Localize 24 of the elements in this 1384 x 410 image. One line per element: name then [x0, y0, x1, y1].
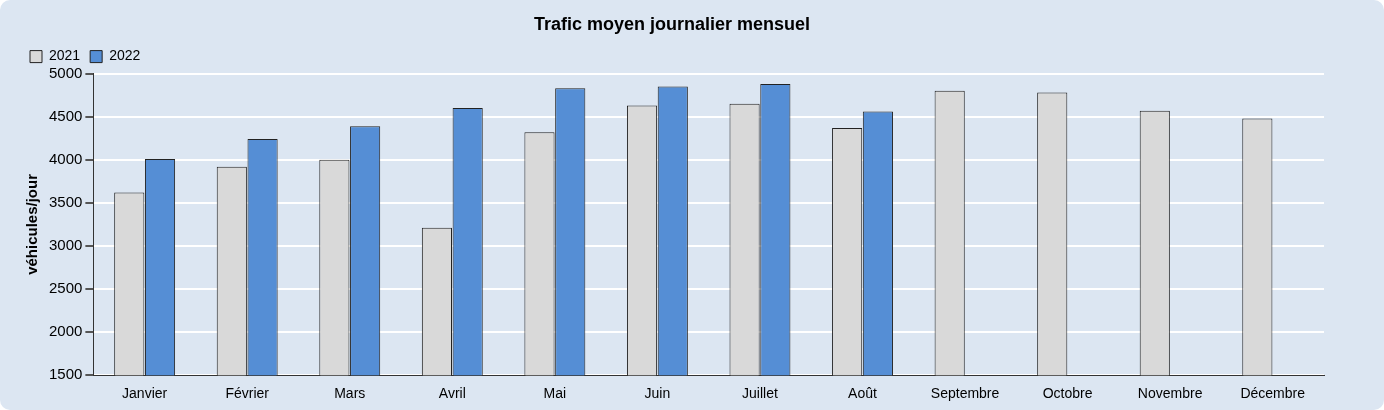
x-tick-label: Juillet	[742, 385, 778, 402]
x-tick-label: Octobre	[1042, 385, 1093, 402]
legend-label: 2022	[109, 47, 141, 64]
y-tick-label: 2000	[48, 322, 83, 340]
x-tick-label: Juin	[644, 385, 671, 402]
y-tick-label: 1500	[48, 365, 83, 383]
y-tick-label: 3000	[48, 236, 83, 254]
x-tick-label: Janvier	[122, 385, 168, 402]
y-tick-label: 4500	[48, 106, 83, 124]
x-tick-label: Mai	[543, 385, 567, 402]
x-tick-label: Novembre	[1137, 385, 1203, 402]
legend-label: 2021	[49, 47, 81, 64]
chart-title: Trafic moyen journalier mensuel	[533, 13, 811, 34]
y-tick-label: 2500	[48, 279, 83, 297]
x-tick-label: Août	[848, 385, 878, 402]
x-tick-label: Mars	[334, 385, 366, 402]
y-axis-title: véhicules/jour	[23, 173, 41, 275]
y-tick-label: 3500	[48, 193, 83, 210]
x-tick-label: Décembre	[1240, 385, 1306, 402]
x-tick-label: Septembre	[930, 385, 1000, 402]
y-tick-label: 4000	[48, 149, 83, 167]
x-tick-label: Avril	[438, 385, 466, 402]
y-tick-label: 5000	[48, 63, 83, 81]
x-tick-label: Février	[225, 385, 270, 402]
